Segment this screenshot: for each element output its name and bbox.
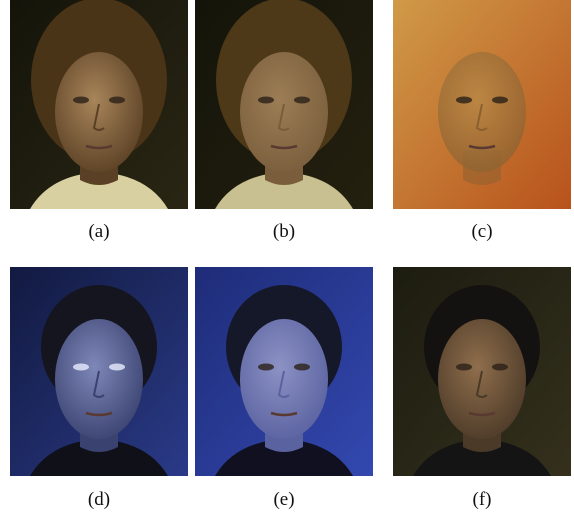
- eye: [294, 97, 310, 104]
- eye: [294, 364, 310, 371]
- eye: [456, 97, 472, 104]
- panel-image: [10, 267, 188, 476]
- caption: (d): [10, 489, 188, 511]
- caption: (a): [10, 221, 188, 243]
- eye: [109, 364, 125, 371]
- panel-image: [10, 0, 188, 209]
- eye: [492, 364, 508, 371]
- caption: (b): [195, 221, 373, 243]
- caption: (e): [195, 489, 373, 511]
- eye: [492, 97, 508, 104]
- panel-image: [393, 267, 571, 476]
- face: [240, 52, 328, 172]
- panel-image: [195, 0, 373, 209]
- eye: [258, 97, 274, 104]
- eye: [456, 364, 472, 371]
- face: [55, 52, 143, 172]
- caption: (f): [393, 489, 571, 511]
- eye: [109, 97, 125, 104]
- eye: [73, 364, 89, 371]
- face: [438, 319, 526, 439]
- face: [438, 52, 526, 172]
- eye: [73, 97, 89, 104]
- face: [240, 319, 328, 439]
- caption: (c): [393, 221, 571, 243]
- eye: [258, 364, 274, 371]
- face: [55, 319, 143, 439]
- panel-image: [393, 0, 571, 209]
- figure: (a) (b) (c) (d) (e) (f): [0, 0, 574, 515]
- panel-image: [195, 267, 373, 476]
